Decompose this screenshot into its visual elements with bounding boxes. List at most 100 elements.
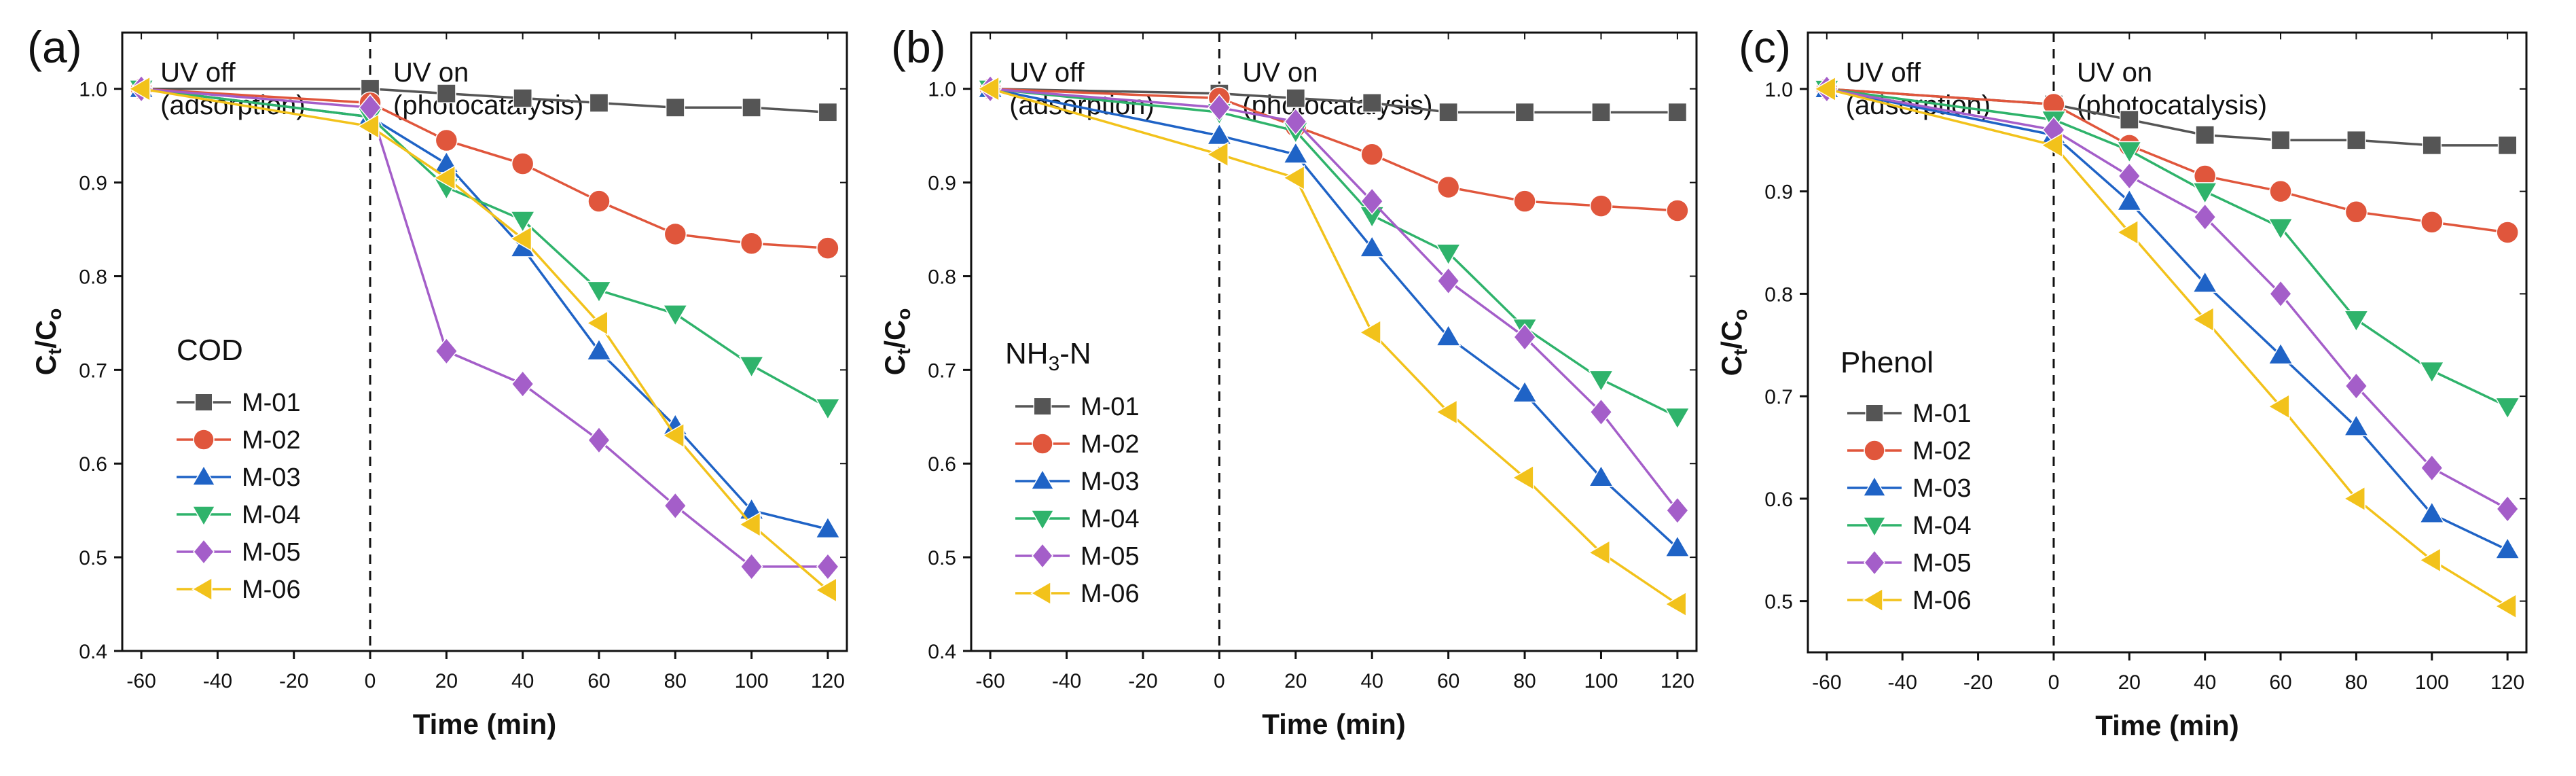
legend-label: M-01 xyxy=(1912,400,1972,428)
x-tick-label: -20 xyxy=(279,670,308,692)
legend-marker xyxy=(1864,440,1885,461)
data-point xyxy=(1435,399,1458,425)
data-point xyxy=(2343,414,2370,436)
data-point xyxy=(2497,135,2518,156)
series-M-06 xyxy=(977,75,1687,617)
data-point xyxy=(977,75,1000,102)
data-point xyxy=(128,75,151,102)
data-point xyxy=(815,516,841,539)
y-tick-label: 0.8 xyxy=(928,266,956,288)
data-point xyxy=(1514,102,1535,122)
x-tick-label: -40 xyxy=(203,670,232,692)
data-point xyxy=(1436,175,1460,199)
data-point xyxy=(814,577,837,603)
legend-label: M-05 xyxy=(1081,542,1140,571)
data-point xyxy=(587,190,611,213)
data-point xyxy=(511,370,534,398)
series-line xyxy=(141,87,829,113)
data-point xyxy=(2040,132,2063,158)
data-point xyxy=(740,552,763,581)
legend-marker xyxy=(194,393,213,412)
data-point xyxy=(2193,202,2217,231)
data-point xyxy=(1208,93,1231,122)
legend-marker xyxy=(1862,516,1887,537)
series-line xyxy=(990,87,1677,113)
x-tick-label: -20 xyxy=(1963,671,1993,694)
data-point xyxy=(818,102,838,122)
legend-label: M-06 xyxy=(1081,580,1140,608)
data-point xyxy=(1435,324,1462,347)
data-point xyxy=(511,152,534,175)
data-point xyxy=(2116,141,2143,164)
data-point xyxy=(2420,211,2444,234)
x-tick-label: 20 xyxy=(1284,670,1307,692)
chart-panel-3: (c) -60 -40 -20 0 20 40 60 80 100 120 0.5 0.6 0.7 0.8 0… xyxy=(1716,22,2528,741)
legend-label: M-06 xyxy=(242,576,301,604)
data-point xyxy=(2496,221,2519,244)
data-point xyxy=(2495,537,2521,559)
data-point xyxy=(1435,243,1462,266)
series-line xyxy=(1826,88,2508,147)
data-point xyxy=(1664,535,1690,557)
chart-panel-2: (b) -60 -40 -20 0 20 40 60 80 100 120 0.4 0.5 0.6 0.7 0… xyxy=(879,22,1698,740)
data-point xyxy=(1286,88,1306,108)
y-tick-label: 0.6 xyxy=(928,453,956,476)
data-point xyxy=(662,422,685,448)
data-point xyxy=(1588,464,1614,487)
data-point xyxy=(1591,102,1611,122)
data-point xyxy=(1206,122,1233,145)
legend-label: M-02 xyxy=(242,426,301,455)
data-point xyxy=(585,310,609,336)
x-tick-label: -40 xyxy=(1052,670,1081,692)
legend-entry: M-03 xyxy=(1015,468,1140,496)
uv-on-label: UV on xyxy=(2077,58,2152,88)
uv-off-label: UV off xyxy=(160,58,236,88)
x-tick-label: 20 xyxy=(2118,671,2141,694)
data-point xyxy=(816,552,839,581)
data-point xyxy=(2268,217,2293,241)
x-tick-label: 60 xyxy=(1437,670,1459,692)
data-point xyxy=(1359,319,1381,346)
data-point xyxy=(586,338,612,361)
data-point xyxy=(2418,361,2445,384)
series-line xyxy=(990,87,1679,512)
data-point xyxy=(1513,323,1537,351)
data-point xyxy=(1362,93,1382,113)
legend-entry: M-05 xyxy=(177,538,301,567)
x-tick-label: -60 xyxy=(1812,671,1841,694)
y-tick-label: 0.6 xyxy=(1764,489,1793,511)
legend-entry: M-05 xyxy=(1847,549,1972,578)
chart-title: COD xyxy=(177,334,243,367)
legend-marker xyxy=(1865,404,1884,423)
data-point xyxy=(1206,141,1229,168)
legend-entry: M-02 xyxy=(177,426,301,455)
series-M-06 xyxy=(128,75,837,603)
chart-title: Phenol xyxy=(1840,346,1934,379)
x-tick-label: -60 xyxy=(975,670,1004,692)
legend-label: M-05 xyxy=(242,538,301,567)
y-tick-label: 0.5 xyxy=(1764,591,1793,614)
x-tick-label: 100 xyxy=(2415,671,2449,694)
data-point xyxy=(2192,270,2218,293)
data-point xyxy=(589,93,609,113)
legend-label: M-04 xyxy=(242,501,301,529)
data-point xyxy=(2495,593,2517,620)
chart-panel-1: (a) -60 -40 -20 0 20 40 60 80 100 120 0.4 0.5 0.6 0.7 0… xyxy=(27,22,848,740)
data-point xyxy=(513,88,533,108)
data-point xyxy=(2346,130,2366,150)
legend-label: M-02 xyxy=(1912,437,1972,465)
legend-marker xyxy=(192,577,213,601)
legend-entry: M-06 xyxy=(1847,586,1972,615)
data-point xyxy=(2119,109,2139,130)
series-line xyxy=(990,87,1678,212)
data-point xyxy=(2267,393,2290,420)
legend-entry: M-04 xyxy=(1015,505,1140,533)
y-tick-label: 0.9 xyxy=(1764,181,1793,204)
data-point xyxy=(1438,102,1458,122)
legend-marker xyxy=(1032,433,1053,455)
panel-label: (c) xyxy=(1739,22,1791,72)
legend-marker xyxy=(1862,588,1883,612)
legend-entry: M-03 xyxy=(1847,474,1972,503)
data-point xyxy=(2195,125,2215,145)
data-point xyxy=(665,97,685,118)
